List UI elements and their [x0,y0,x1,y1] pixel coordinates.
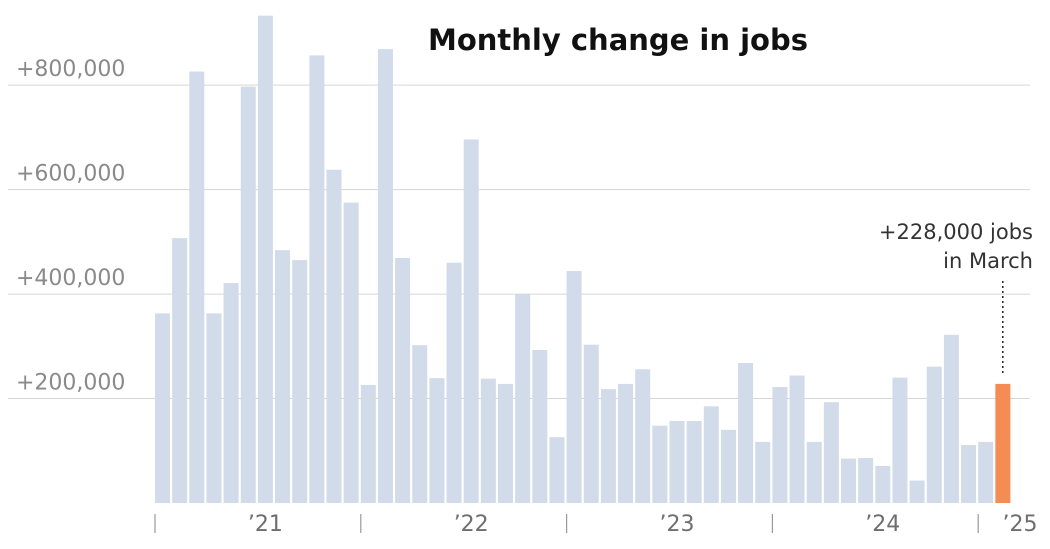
bar [618,383,634,503]
bar [360,384,376,503]
bar [858,458,874,503]
bar [549,437,565,503]
bar [823,402,839,503]
bar [789,375,805,503]
x-tick-label: ’25 [1003,512,1038,537]
bar [343,202,359,503]
bar [686,420,702,503]
bar [841,458,856,503]
bar [377,49,393,504]
bar [635,369,651,503]
bar [326,169,342,503]
bar [600,389,616,503]
bar [875,465,891,503]
bar [943,334,959,503]
annotation: +228,000 jobs in March [879,220,1033,376]
bar [275,250,291,503]
bar [257,15,273,503]
bar [429,378,445,503]
bar [463,139,479,503]
bar [755,441,771,503]
x-tick-label: ’22 [454,512,489,537]
x-tick-label: ’23 [660,512,695,537]
bar [909,480,925,503]
bar [566,271,582,503]
bar [926,366,942,503]
bar [772,387,788,503]
bar [703,406,719,503]
bar [309,55,325,503]
bars [155,15,1011,504]
bar [223,283,239,503]
chart-title: Monthly change in jobs [428,23,808,57]
bar [480,378,496,503]
bar [738,363,754,503]
bar [292,260,308,503]
x-tick-label: ’21 [248,512,283,537]
x-axis: ’21 ’22 ’23 ’24 ’25 [154,512,1038,537]
bar [155,313,170,503]
y-tick-label: +400,000 [16,266,125,291]
bar [978,441,994,503]
bar [515,294,531,503]
y-axis-labels: +200,000 +400,000 +600,000 +800,000 [16,57,125,395]
bar [669,420,685,503]
annotation-line-2: in March [943,249,1033,273]
x-tick-label: ’24 [865,512,900,537]
y-tick-label: +800,000 [16,57,125,82]
bar [189,71,205,504]
bar [583,344,599,503]
bar [412,345,428,503]
bar [206,313,222,503]
bar [806,441,822,503]
bar [446,262,462,503]
bar [652,425,668,503]
bar-highlight [995,383,1011,503]
bar [892,377,908,503]
bar [532,349,548,503]
bar [395,258,411,503]
bar [498,383,513,503]
y-tick-label: +200,000 [16,371,125,396]
y-tick-label: +600,000 [16,162,125,187]
bar [240,86,256,503]
bar [720,429,736,503]
bar [961,445,977,503]
annotation-line-1: +228,000 jobs [879,220,1033,244]
bar [172,238,188,504]
